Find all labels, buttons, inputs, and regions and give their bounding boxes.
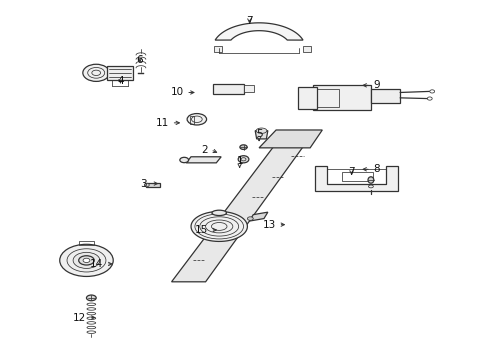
Text: 10: 10 [170, 87, 183, 98]
Ellipse shape [144, 183, 149, 187]
Ellipse shape [211, 210, 226, 216]
Ellipse shape [180, 157, 188, 163]
Text: 11: 11 [156, 118, 169, 128]
Polygon shape [341, 172, 372, 181]
Text: 9: 9 [372, 80, 379, 90]
Text: 8: 8 [372, 164, 379, 174]
Polygon shape [186, 157, 221, 163]
Ellipse shape [60, 244, 113, 276]
Polygon shape [312, 85, 370, 111]
Polygon shape [191, 211, 247, 242]
Text: 4: 4 [117, 76, 123, 86]
Polygon shape [255, 131, 267, 139]
Ellipse shape [86, 295, 96, 301]
Polygon shape [370, 89, 399, 103]
Text: 12: 12 [73, 312, 86, 323]
Ellipse shape [238, 156, 248, 163]
Text: 6: 6 [136, 55, 143, 65]
Polygon shape [171, 134, 312, 282]
Ellipse shape [187, 113, 206, 125]
Text: 2: 2 [201, 145, 207, 155]
Ellipse shape [240, 145, 246, 149]
Text: 7: 7 [245, 16, 252, 26]
Polygon shape [213, 46, 221, 52]
Ellipse shape [367, 177, 373, 183]
Text: 3: 3 [141, 179, 147, 189]
Ellipse shape [256, 128, 266, 134]
Polygon shape [137, 73, 144, 74]
Polygon shape [259, 130, 322, 148]
Text: 5: 5 [255, 129, 262, 139]
Polygon shape [212, 84, 243, 94]
Polygon shape [249, 212, 267, 221]
Polygon shape [314, 166, 397, 191]
Ellipse shape [247, 217, 253, 220]
Ellipse shape [83, 258, 90, 262]
Polygon shape [243, 85, 254, 93]
Ellipse shape [73, 252, 100, 269]
Text: 13: 13 [263, 220, 276, 230]
Polygon shape [302, 46, 310, 52]
Polygon shape [146, 183, 160, 187]
Ellipse shape [79, 256, 94, 265]
Polygon shape [107, 66, 132, 80]
Text: 15: 15 [194, 225, 207, 235]
Ellipse shape [67, 249, 106, 272]
Polygon shape [215, 23, 303, 40]
Text: 1: 1 [236, 156, 243, 166]
Text: 7: 7 [347, 167, 354, 177]
Text: 14: 14 [90, 259, 103, 269]
Polygon shape [297, 87, 317, 109]
Ellipse shape [82, 64, 109, 81]
